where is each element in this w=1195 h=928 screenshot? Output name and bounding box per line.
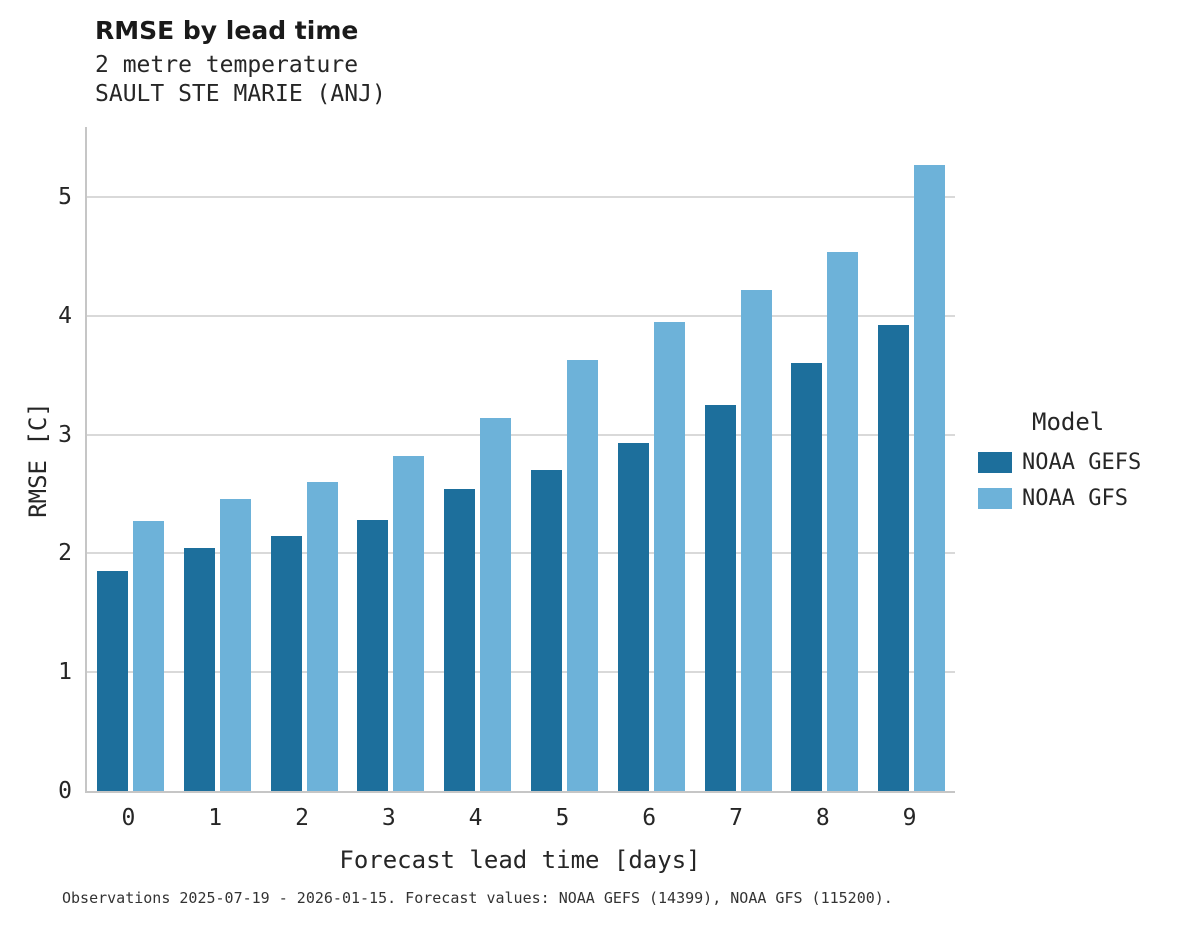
bar-noaa-gfs-day3 xyxy=(393,456,425,791)
chart-subtitle-station: SAULT STE MARIE (ANJ) xyxy=(95,81,386,107)
legend-swatch-icon xyxy=(978,488,1012,509)
bar-noaa-gfs-day7 xyxy=(740,289,772,791)
x-tick-label: 5 xyxy=(555,805,570,831)
bar-noaa-gfs-day5 xyxy=(566,359,598,791)
bar-noaa-gfs-day4 xyxy=(480,418,512,791)
legend-entry: NOAA GFS xyxy=(978,486,1193,511)
bar-noaa-gfs-day8 xyxy=(827,251,859,791)
legend-entries: NOAA GEFS NOAA GFS xyxy=(978,450,1193,511)
y-tick-label: 0 xyxy=(58,778,72,804)
x-tick-label: 6 xyxy=(642,805,657,831)
x-tick-label: 8 xyxy=(815,805,830,831)
x-axis-labels: 0 1 2 3 4 5 6 7 8 9 xyxy=(85,805,955,835)
y-tick-label: 5 xyxy=(58,184,72,211)
chart-subtitle-variable: 2 metre temperature xyxy=(95,52,359,78)
y-tick-label: 2 xyxy=(58,540,72,567)
y-axis-labels: 0 1 2 3 4 5 xyxy=(0,127,72,804)
bar-noaa-gfs-day9 xyxy=(914,165,946,791)
x-tick-label: 9 xyxy=(902,805,917,831)
gridline xyxy=(87,433,955,436)
bar-noaa-gfs-day2 xyxy=(306,482,338,791)
x-tick-label: 1 xyxy=(208,805,223,831)
bar-noaa-gfs-day6 xyxy=(653,321,685,791)
x-tick-label: 3 xyxy=(381,805,396,831)
legend: Model NOAA GEFS NOAA GFS xyxy=(978,408,1193,522)
bar-noaa-gefs-day2 xyxy=(270,535,302,791)
gridline xyxy=(87,196,955,199)
bar-noaa-gefs-day1 xyxy=(183,547,215,791)
x-axis-title: Forecast lead time [days] xyxy=(339,846,701,874)
legend-entry: NOAA GEFS xyxy=(978,450,1193,475)
y-tick-label: 1 xyxy=(58,659,72,686)
y-tick-label: 3 xyxy=(58,421,72,448)
y-tick-label: 4 xyxy=(58,302,72,329)
bar-noaa-gefs-day8 xyxy=(791,363,823,791)
x-tick-label: 0 xyxy=(121,805,136,831)
plot-area xyxy=(85,127,955,793)
gridline xyxy=(87,671,955,674)
legend-label: NOAA GFS xyxy=(1022,486,1128,511)
chart-title: RMSE by lead time xyxy=(95,16,359,45)
bar-noaa-gfs-day0 xyxy=(132,521,164,791)
bar-noaa-gefs-day3 xyxy=(357,520,389,791)
gridline xyxy=(87,314,955,317)
bar-noaa-gefs-day9 xyxy=(878,325,910,791)
bar-noaa-gefs-day6 xyxy=(617,442,649,791)
bar-noaa-gefs-day4 xyxy=(444,489,476,791)
legend-swatch-icon xyxy=(978,452,1012,473)
legend-label: NOAA GEFS xyxy=(1022,450,1142,475)
footer-caption: Observations 2025-07-19 - 2026-01-15. Fo… xyxy=(62,889,893,907)
bar-noaa-gefs-day5 xyxy=(530,470,562,791)
bar-noaa-gefs-day7 xyxy=(704,404,736,791)
x-tick-label: 2 xyxy=(295,805,309,831)
legend-title: Model xyxy=(1032,408,1105,436)
x-tick-label: 4 xyxy=(468,805,483,831)
x-tick-label: 7 xyxy=(729,805,743,831)
bar-noaa-gefs-day0 xyxy=(96,571,128,791)
gridline xyxy=(87,552,955,555)
bar-noaa-gfs-day1 xyxy=(219,498,251,791)
